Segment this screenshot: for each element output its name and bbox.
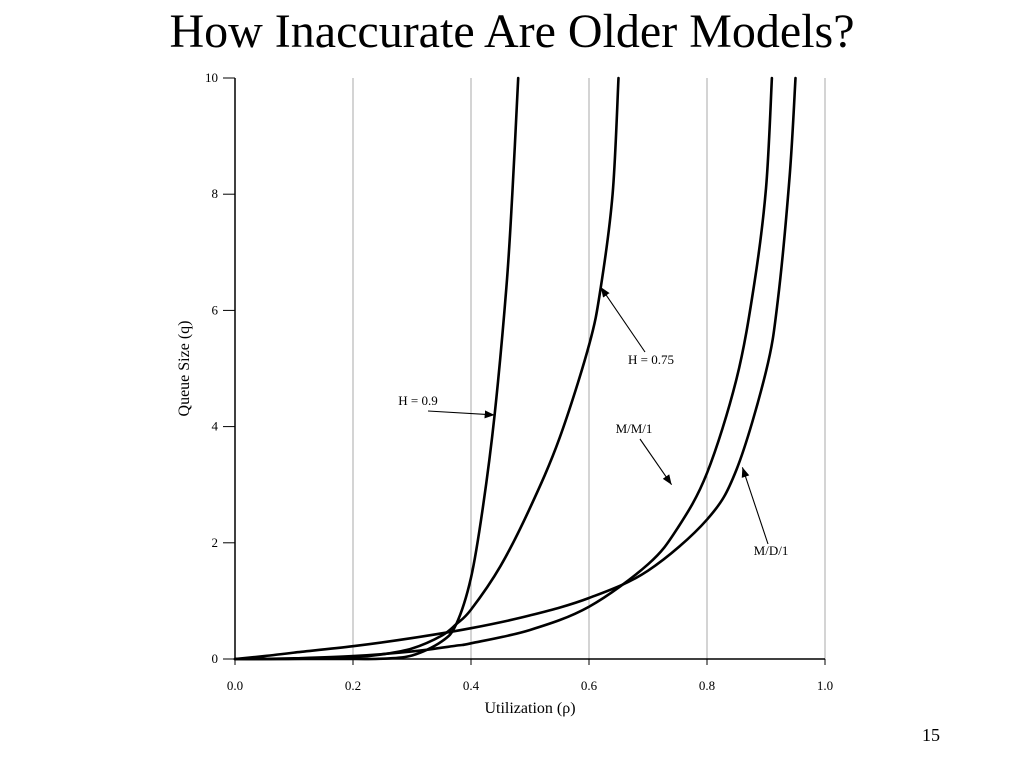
y-tick-label-4: 8 (212, 186, 219, 201)
annotation-arrow-2 (639, 438, 673, 486)
series-lines (233, 76, 797, 661)
annotation-arrow-3 (741, 467, 769, 545)
y-tick-label-3: 6 (212, 302, 219, 317)
y-tick-label-5: 10 (205, 70, 218, 85)
annotations: H = 0.9 H = 0.75 M/M/1 M/D/1 (398, 286, 789, 558)
y-tick-label-2: 4 (212, 419, 219, 434)
x-tick-label-2: 0.4 (463, 678, 480, 693)
slide-number: 15 (922, 725, 940, 745)
gridlines (352, 78, 826, 659)
annotation-label-3: M/D/1 (754, 543, 789, 558)
series-line-1 (233, 76, 620, 661)
series-line-0 (233, 76, 520, 661)
y-tick-label-0: 0 (212, 651, 219, 666)
annotation-label-1: H = 0.75 (628, 352, 674, 367)
x-tick-label-1: 0.2 (345, 678, 361, 693)
annotation-label-0: H = 0.9 (398, 393, 437, 408)
annotation-label-2: M/M/1 (616, 421, 653, 436)
y-tick-label-1: 2 (212, 535, 219, 550)
x-tick-label-5: 1.0 (817, 678, 833, 693)
annotation-arrow-0 (427, 410, 495, 419)
series-line-3 (233, 76, 797, 661)
x-axis-label: Utilization (ρ) (484, 700, 575, 717)
series-line-2 (233, 76, 774, 661)
x-tick-label-4: 0.8 (699, 678, 715, 693)
x-tick-label-3: 0.6 (581, 678, 598, 693)
slide-title: How Inaccurate Are Older Models? (169, 5, 855, 58)
x-tick-label-0: 0.0 (227, 678, 243, 693)
annotation-arrow-1 (600, 286, 646, 353)
axes: 0.0 0.2 0.4 0.6 0.8 1.0 0 2 4 6 8 10 (205, 70, 833, 693)
y-axis-label: Queue Size (q) (176, 321, 193, 417)
